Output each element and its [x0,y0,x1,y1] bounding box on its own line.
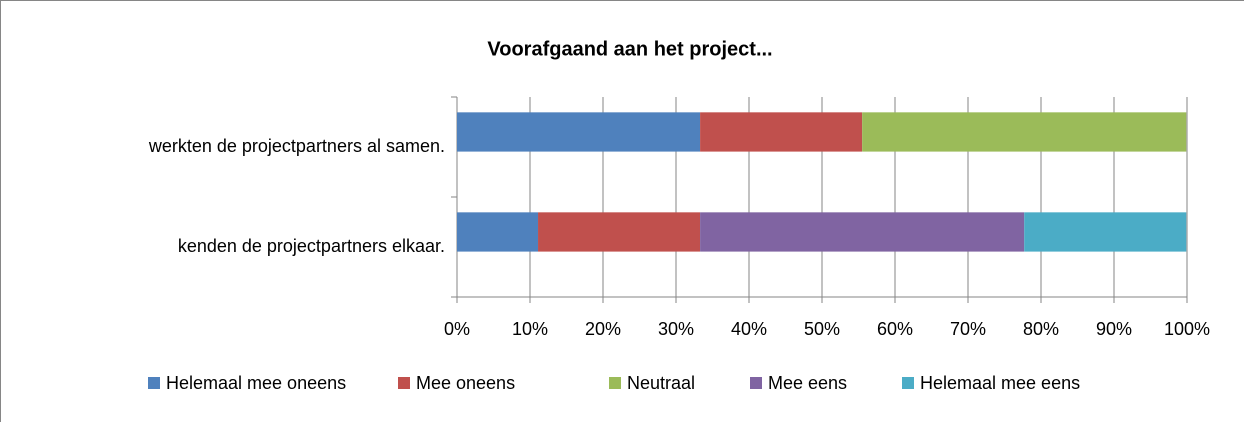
bar-segment [700,212,1025,252]
x-tick-label: 80% [1023,319,1059,339]
legend-label: Neutraal [627,373,695,393]
x-tick-label: 60% [877,319,913,339]
legend-label: Mee eens [768,373,847,393]
legend-swatch [148,377,160,389]
bar-segment [862,112,1187,152]
legend-swatch [902,377,914,389]
x-tick-label: 70% [950,319,986,339]
legend-label: Helemaal mee oneens [166,373,346,393]
y-tick-label: kenden de projectpartners elkaar. [178,236,445,256]
y-tick-label: werkten de projectpartners al samen. [148,136,445,156]
legend-swatch [609,377,621,389]
legend-swatch [750,377,762,389]
bar-segment [457,112,701,152]
legend-label: Mee oneens [416,373,515,393]
x-tick-label: 90% [1096,319,1132,339]
x-tick-label: 20% [585,319,621,339]
bar-segment [700,112,863,152]
x-tick-label: 100% [1164,319,1210,339]
legend-swatch [398,377,410,389]
x-tick-label: 30% [658,319,694,339]
chart-title: Voorafgaand aan het project... [487,38,772,60]
legend-label: Helemaal mee eens [920,373,1080,393]
bar-segment [538,212,701,252]
x-tick-label: 50% [804,319,840,339]
bar-segment [1024,212,1187,252]
x-tick-label: 10% [512,319,548,339]
bar-segment [457,212,539,252]
x-tick-label: 40% [731,319,767,339]
x-tick-label: 0% [444,319,470,339]
